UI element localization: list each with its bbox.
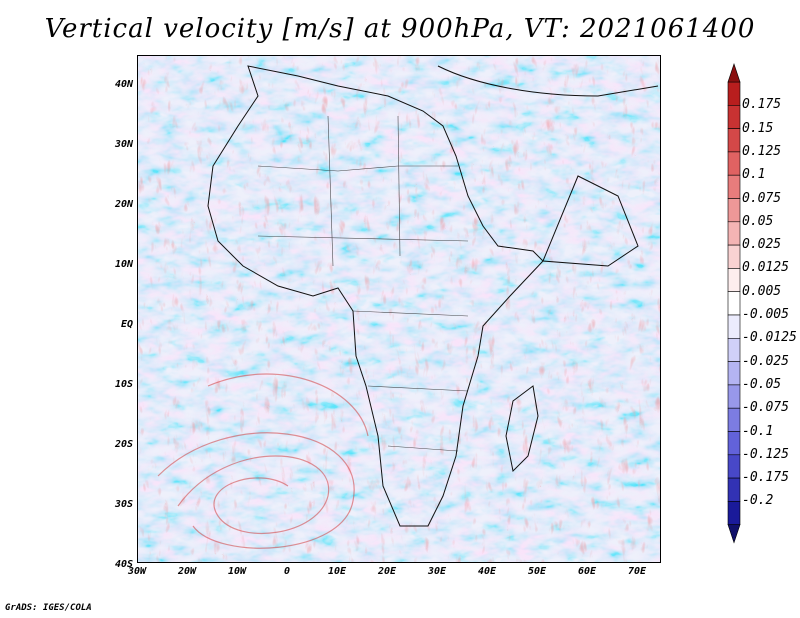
map-panel (137, 55, 661, 563)
latitude-label: 10S (114, 379, 133, 390)
grads-credit: GrADS: IGES/COLA (5, 603, 92, 613)
longitude-label: 20E (377, 566, 397, 577)
longitude-label: 30E (427, 566, 447, 577)
colorbar-tick-label: -0.025 (742, 353, 789, 369)
colorbar-swatch (727, 314, 741, 339)
colorbar-swatch (727, 174, 741, 199)
colorbar-tick-label: 0.025 (742, 237, 782, 253)
colorbar-swatch (727, 81, 741, 106)
longitude-label: 10W (227, 566, 247, 577)
longitude-label: 10E (327, 566, 347, 577)
latitude-label: 20N (114, 199, 133, 210)
colorbar-tick-label: 0.005 (742, 283, 782, 299)
colorbar-swatch (727, 291, 741, 316)
colorbar-tick-label: 0.15 (742, 120, 774, 136)
vertical-velocity-field (138, 56, 660, 562)
colorbar-tick-label: -0.1 (742, 423, 774, 439)
colorbar-swatch (727, 104, 741, 129)
longitude-label: 20W (177, 566, 197, 577)
colorbar-swatch (727, 198, 741, 223)
colorbar-swatch (727, 384, 741, 409)
colorbar-tick-label: -0.005 (742, 307, 789, 322)
colorbar-swatch (727, 151, 741, 176)
latitude-label: 40N (114, 79, 133, 90)
colorbar-tick-label: -0.05 (742, 376, 782, 392)
southern-ocean-swirl (157, 373, 369, 549)
colorbar-tick-label: -0.2 (742, 493, 774, 509)
colorbar-swatch (727, 431, 741, 456)
colorbar-max-arrow (727, 63, 741, 83)
colorbar-swatch (727, 501, 741, 525)
colorbar-tick-label: -0.175 (742, 470, 789, 486)
colorbar-swatch (727, 268, 741, 292)
latitude-label: 40S (114, 559, 133, 570)
longitude-label: 70E (627, 566, 647, 577)
colorbar-min-arrow (727, 524, 741, 544)
colorbar-tick-label: 0.075 (742, 190, 782, 206)
longitude-label: 30W (127, 566, 147, 577)
longitude-label: 60E (577, 566, 597, 577)
latitude-label: 20S (114, 439, 133, 450)
colorbar-tick-label: -0.0125 (742, 330, 797, 346)
colorbar-tick-label: -0.075 (742, 400, 789, 416)
longitude-label: 0 (283, 566, 291, 577)
colorbar-tick-label: 0.1 (742, 167, 766, 183)
latitude-label: 10N (114, 259, 133, 270)
colorbar-swatch (727, 221, 741, 246)
longitude-label: 40E (477, 566, 497, 577)
colorbar-swatch (727, 337, 741, 362)
coastlines (207, 65, 659, 527)
colorbar-tick-label: 0.125 (742, 143, 782, 159)
longitude-label: 50E (527, 566, 547, 577)
colorbar (727, 63, 741, 544)
colorbar-tick-label: 0.175 (742, 97, 782, 113)
latitude-label: 30N (114, 139, 133, 150)
colorbar-tick-label: 0.0125 (742, 260, 789, 276)
map-title: Vertical velocity [m/s] at 900hPa, VT: 2… (44, 14, 756, 44)
colorbar-swatch (727, 477, 741, 502)
upward-motion-texture (138, 56, 660, 562)
latitude-label: EQ (120, 319, 133, 330)
latitude-label: 30S (114, 499, 133, 510)
colorbar-swatch (727, 128, 741, 153)
colorbar-tick-label: -0.125 (742, 446, 789, 462)
colorbar-tick-label: 0.05 (742, 213, 774, 229)
colorbar-swatch (727, 407, 741, 432)
country-borders (257, 115, 469, 452)
colorbar-swatch (727, 244, 741, 269)
colorbar-swatch (727, 361, 741, 386)
colorbar-swatch (727, 454, 741, 479)
